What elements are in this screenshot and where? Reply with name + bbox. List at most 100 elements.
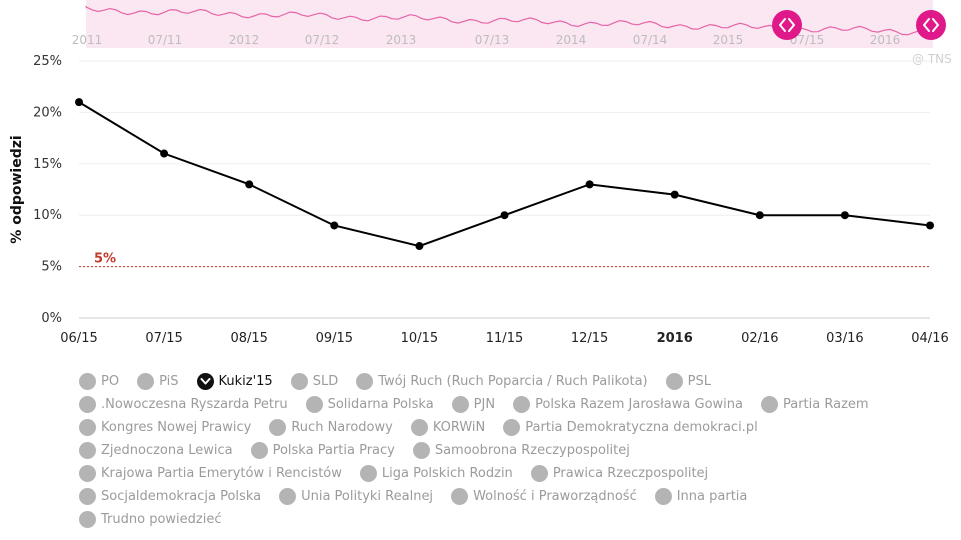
data-point[interactable] [926, 221, 934, 230]
x-tick-label: 04/16 [911, 331, 948, 346]
circle-icon [451, 396, 469, 413]
data-point[interactable] [670, 190, 679, 199]
legend-item[interactable]: KORWiN [410, 419, 486, 436]
legend-item[interactable]: Unia Polityki Realnej [279, 488, 433, 505]
x-tick-label: 11/15 [486, 331, 523, 346]
line-chart: 0% 5% 10% 15% 20% 25% % odpowiedzi 5% 06/15 07/15… [9, 54, 949, 346]
navigator-label: 2015 [713, 33, 744, 47]
legend-label: Liga Polskich Rodzin [381, 466, 513, 481]
legend-item[interactable]: .Nowoczesna Ryszarda Petru [79, 396, 288, 413]
check-icon [196, 373, 214, 390]
legend-item[interactable]: Zjednoczona Lewica [79, 442, 233, 459]
legend-label: Polska Razem Jarosława Gowina [535, 397, 743, 412]
legend-row: Kongres Nowej Prawicy Ruch Narodowy KORWiN… [79, 416, 949, 439]
legend-label: Wolność i Praworządność [473, 489, 637, 504]
legend-item[interactable]: Krajowa Partia Emerytów i Rencistów [79, 465, 342, 482]
legend-item[interactable]: Solidarna Polska [305, 396, 434, 413]
y-tick-label: 5% [41, 260, 62, 275]
legend-label: Partia Demokratyczna demokraci.pl [525, 420, 758, 435]
legend-label: SLD [312, 374, 339, 389]
legend-item[interactable]: Samoobrona Rzeczypospolitej [412, 442, 630, 459]
navigator-label: 07/11 [148, 33, 183, 47]
y-tick-label: 20% [33, 105, 62, 120]
legend-label: Samoobrona Rzeczypospolitej [434, 443, 630, 458]
legend-label: KORWiN [432, 420, 486, 435]
x-tick-label: 12/15 [571, 331, 608, 346]
circle-icon [250, 442, 268, 459]
circle-icon [760, 396, 778, 413]
navigator-label: 2016 [870, 33, 901, 47]
y-tick-label: 10% [33, 208, 62, 223]
circle-icon [79, 488, 96, 505]
x-tick-label: 07/15 [145, 331, 182, 346]
legend-item[interactable]: SLD [290, 373, 339, 390]
circle-icon [530, 465, 548, 482]
legend-item[interactable]: Trudno powiedzieć [79, 511, 221, 528]
navigator[interactable]: 2011 07/11 2012 07/12 2013 07/13 2014 07/14 2015… [0, 0, 961, 52]
circle-icon [279, 488, 297, 505]
x-tick-label: 2016 [657, 331, 693, 346]
legend-row: Trudno powiedzieć [79, 508, 949, 531]
y-tick-label: 25% [33, 54, 62, 69]
data-point[interactable] [755, 211, 764, 220]
data-point[interactable] [415, 242, 424, 251]
legend-label: Solidarna Polska [327, 397, 434, 412]
legend-item[interactable]: Liga Polskich Rodzin [359, 465, 513, 482]
legend-label: Partia Razem [782, 397, 869, 412]
navigator-right-handle[interactable] [916, 10, 946, 40]
data-point[interactable] [245, 180, 254, 189]
x-tick-label: 02/16 [741, 331, 778, 346]
x-tick-label: 06/15 [60, 331, 97, 346]
legend-item[interactable]: Kukiz'15 [196, 373, 273, 390]
legend-item[interactable]: Ruch Narodowy [269, 419, 393, 436]
legend-item[interactable]: PJN [451, 396, 496, 413]
legend-item[interactable]: Inna partia [654, 488, 747, 505]
legend-label: Kukiz'15 [218, 374, 273, 389]
legend-label: PSL [687, 374, 711, 389]
legend-label: PiS [159, 374, 179, 389]
legend-label: Prawica Rzeczpospolitej [552, 466, 709, 481]
legend-item[interactable]: PiS [137, 373, 179, 390]
circle-icon [137, 373, 155, 390]
data-point[interactable] [160, 149, 169, 158]
legend-item[interactable]: Prawica Rzeczpospolitej [530, 465, 709, 482]
legend-item[interactable]: Wolność i Praworządność [451, 488, 637, 505]
legend-item[interactable]: Socjaldemokracja Polska [79, 488, 261, 505]
y-tick-label: 0% [41, 311, 62, 326]
legend-item[interactable]: Kongres Nowej Prawicy [79, 419, 251, 436]
legend-label: Krajowa Partia Emerytów i Rencistów [101, 466, 342, 481]
circle-icon [513, 396, 531, 413]
legend-row: .Nowoczesna Ryszarda Petru Solidarna Pols… [79, 393, 949, 416]
data-point[interactable] [330, 221, 339, 230]
legend-row: Krajowa Partia Emerytów i Rencistów Liga … [79, 462, 949, 485]
navigator-label: 2011 [72, 33, 103, 47]
source-note: @ TNS [912, 52, 952, 66]
legend-item[interactable]: PO [79, 373, 119, 390]
data-point[interactable] [585, 180, 594, 189]
circle-icon [79, 419, 96, 436]
navigator-left-handle[interactable] [772, 10, 802, 40]
legend-item[interactable]: Partia Demokratyczna demokraci.pl [503, 419, 758, 436]
y-tick-label: 15% [33, 157, 62, 172]
legend-row: PO PiS Kukiz'15 SLD Twój Ruch (Ruch Poparcia… [79, 370, 949, 393]
chevrons-icon [779, 18, 795, 32]
data-point[interactable] [75, 98, 83, 107]
circle-icon [410, 419, 428, 436]
legend-item[interactable]: Partia Razem [760, 396, 869, 413]
circle-icon [503, 419, 521, 436]
navigator-label: 07/14 [633, 33, 668, 47]
circle-icon [79, 511, 96, 528]
legend-item[interactable]: Polska Razem Jarosława Gowina [513, 396, 743, 413]
data-point[interactable] [840, 211, 849, 220]
series-line [78, 101, 931, 248]
navigator-label: 2013 [386, 33, 417, 47]
legend-item[interactable]: Twój Ruch (Ruch Poparcia / Ruch Palikota… [356, 373, 648, 390]
circle-icon [290, 373, 308, 390]
data-point[interactable] [500, 211, 509, 220]
legend-label: Twój Ruch (Ruch Poparcia / Ruch Palikota… [378, 374, 648, 389]
legend-label: PJN [473, 397, 496, 412]
legend-label: Socjaldemokracja Polska [101, 489, 262, 504]
legend-item[interactable]: Polska Partia Pracy [250, 442, 395, 459]
legend-row: Zjednoczona Lewica Polska Partia Pracy Sam… [79, 439, 949, 462]
legend-item[interactable]: PSL [665, 373, 711, 390]
